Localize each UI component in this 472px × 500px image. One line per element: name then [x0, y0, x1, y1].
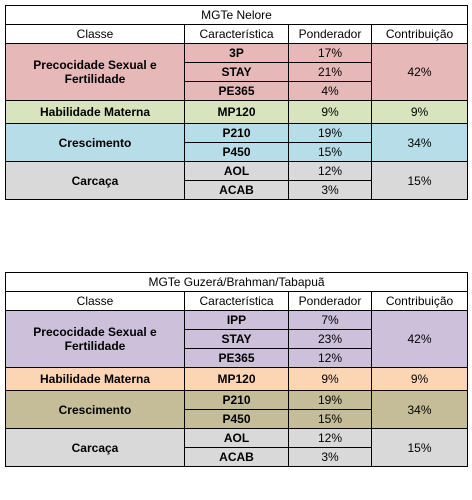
caracteristica-cell: STAY	[184, 62, 289, 82]
ponderador-cell: 12%	[288, 428, 372, 448]
caracteristica-cell: AOL	[184, 161, 289, 181]
ponderador-cell: 17%	[288, 43, 372, 63]
caracteristica-cell: ACAB	[184, 447, 289, 467]
classe-line: Precocidade Sexual e	[33, 58, 157, 72]
contribuicao-cell: 34%	[371, 123, 468, 162]
table-row: ACAB 3%	[6, 447, 468, 467]
caracteristica-cell: P210	[184, 390, 289, 410]
caracteristica-cell: AOL	[184, 428, 289, 448]
caracteristica-cell: MP120	[184, 100, 289, 124]
table-mgte-nelore: MGTe Nelore Classe Característica Ponder…	[5, 5, 468, 200]
caracteristica-cell: STAY	[184, 329, 289, 349]
table-row: Carcaça AOL 12% 15%	[5, 428, 468, 467]
ponderador-cell: 23%	[288, 329, 372, 349]
ponderador-cell: 12%	[288, 348, 372, 368]
table-row: Precocidade Sexual e Fertilidade IPP 7% …	[5, 310, 468, 368]
classe-cell: Crescimento	[5, 123, 185, 162]
caracteristica-cell: P210	[184, 123, 289, 143]
table-row: Crescimento P210 19% 34%	[5, 390, 468, 429]
ponderador-cell: 19%	[288, 390, 372, 410]
table-row: STAY 23%	[6, 329, 468, 349]
caracteristica-cell: MP120	[184, 367, 289, 391]
ponderador-cell: 4%	[288, 81, 372, 101]
table-row: Habilidade Materna MP120 9% 9%	[5, 100, 468, 124]
table-row: Habilidade Materna MP120 9% 9%	[5, 367, 468, 391]
header-ponderador: Ponderador	[288, 291, 372, 311]
ponderador-cell: 3%	[288, 180, 372, 200]
ponderador-cell: 9%	[288, 100, 372, 124]
caracteristica-cell: P450	[184, 142, 289, 162]
classe-line: Fertilidade	[64, 339, 126, 353]
classe-line: Precocidade Sexual e	[33, 325, 157, 339]
ponderador-cell: 12%	[288, 161, 372, 181]
classe-cell: Carcaça	[5, 161, 185, 200]
table-row: P450 15%	[6, 142, 468, 162]
classe-cell: Crescimento	[5, 390, 185, 429]
ponderador-cell: 3%	[288, 447, 372, 467]
classe-cell: Carcaça	[5, 428, 185, 467]
caracteristica-cell: ACAB	[184, 180, 289, 200]
header-classe: Classe	[5, 24, 185, 44]
table-title: MGTe Guzerá/Brahman/Tabapuã	[5, 272, 468, 292]
classe-line: Fertilidade	[64, 72, 126, 86]
ponderador-cell: 21%	[288, 62, 372, 82]
ponderador-cell: 19%	[288, 123, 372, 143]
ponderador-cell: 15%	[288, 142, 372, 162]
classe-cell: Precocidade Sexual e Fertilidade	[5, 310, 185, 368]
table-row: P450 15%	[6, 409, 468, 429]
table-title: MGTe Nelore	[5, 5, 468, 25]
table-row: PE365 12%	[6, 348, 468, 368]
contribuicao-cell: 15%	[371, 428, 468, 467]
caracteristica-cell: IPP	[184, 310, 289, 330]
classe-cell: Habilidade Materna	[5, 100, 185, 124]
ponderador-cell: 9%	[288, 367, 372, 391]
contribuicao-cell: 42%	[371, 310, 468, 368]
caracteristica-cell: PE365	[184, 348, 289, 368]
header-ponderador: Ponderador	[288, 24, 372, 44]
table-row: Precocidade Sexual e Fertilidade 3P 17% …	[5, 43, 468, 101]
header-caracteristica: Característica	[184, 291, 289, 311]
contribuicao-cell: 34%	[371, 390, 468, 429]
table-row: Carcaça AOL 12% 15%	[5, 161, 468, 200]
table-row: ACAB 3%	[6, 180, 468, 200]
table-mgte-guzera-brahman-tabapua: MGTe Guzerá/Brahman/Tabapuã Classe Carac…	[5, 272, 468, 467]
contribuicao-cell: 42%	[371, 43, 468, 101]
table-row: PE365 4%	[6, 81, 468, 101]
classe-cell: Habilidade Materna	[5, 367, 185, 391]
header-contribuicao: Contribuição	[371, 291, 468, 311]
contribuicao-cell: 9%	[371, 100, 468, 124]
ponderador-cell: 15%	[288, 409, 372, 429]
ponderador-cell: 7%	[288, 310, 372, 330]
contribuicao-cell: 9%	[371, 367, 468, 391]
classe-cell: Precocidade Sexual e Fertilidade	[5, 43, 185, 101]
header-classe: Classe	[5, 291, 185, 311]
table-row: STAY 21%	[6, 62, 468, 82]
table-row: Crescimento P210 19% 34%	[5, 123, 468, 162]
header-caracteristica: Característica	[184, 24, 289, 44]
caracteristica-cell: 3P	[184, 43, 289, 63]
caracteristica-cell: P450	[184, 409, 289, 429]
contribuicao-cell: 15%	[371, 161, 468, 200]
caracteristica-cell: PE365	[184, 81, 289, 101]
header-contribuicao: Contribuição	[371, 24, 468, 44]
